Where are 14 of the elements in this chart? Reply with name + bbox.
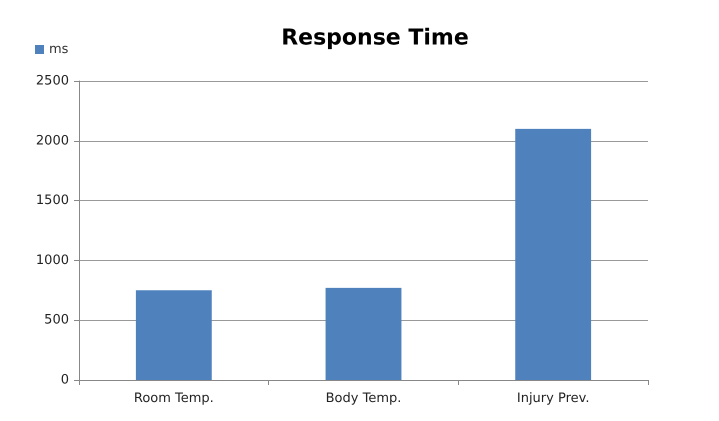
y-tick-label: 500 — [44, 312, 69, 328]
y-tick-label: 0 — [60, 372, 69, 388]
y-tick-label: 1500 — [36, 193, 69, 208]
bar — [515, 128, 592, 380]
bar — [136, 290, 212, 380]
legend-label: ms — [49, 42, 69, 57]
x-tick-label: Room Temp. — [134, 391, 214, 406]
bar — [326, 288, 402, 380]
y-tick-label: 2000 — [36, 133, 69, 148]
y-tick-label: 2500 — [36, 74, 69, 88]
y-tick-label: 1000 — [36, 252, 69, 268]
x-tick-label: Body Temp. — [326, 391, 402, 406]
chart-title: Response Time — [281, 26, 469, 50]
x-tick-label: Injury Prev. — [516, 391, 590, 406]
